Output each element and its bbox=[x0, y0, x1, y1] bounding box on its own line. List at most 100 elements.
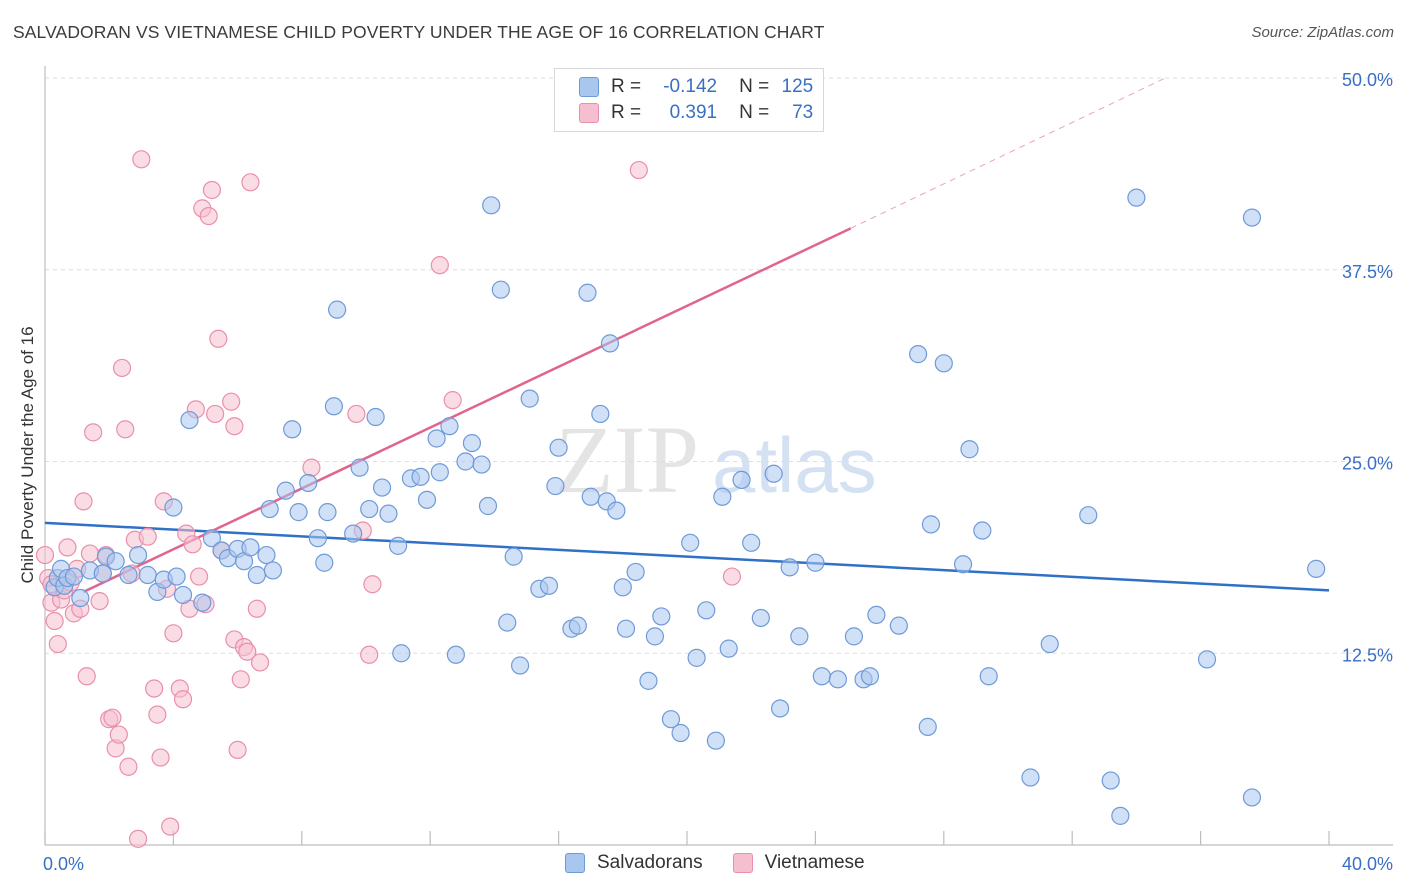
point-salvadoran bbox=[128, 545, 148, 565]
point-salvadoran bbox=[844, 627, 864, 646]
point-salvadoran bbox=[472, 455, 491, 474]
chart-source: Source: ZipAtlas.com bbox=[1251, 24, 1394, 41]
point-salvadoran bbox=[411, 467, 430, 486]
point-salvadoran bbox=[581, 487, 600, 506]
y-axis-label: Child Poverty Under the Age of 16 bbox=[18, 326, 37, 583]
point-salvadoran bbox=[751, 608, 770, 628]
point-vietnamese bbox=[116, 420, 135, 439]
point-salvadoran bbox=[867, 605, 886, 625]
point-salvadoran bbox=[482, 196, 501, 215]
point-salvadoran bbox=[315, 553, 334, 572]
point-salvadoran bbox=[478, 496, 498, 516]
legend-row-salvadorans: R = -0.142 N = 125 bbox=[579, 74, 813, 100]
point-salvadoran bbox=[909, 345, 928, 364]
point-salvadoran bbox=[308, 529, 327, 548]
point-vietnamese bbox=[145, 679, 164, 698]
trend-line-salvadorans bbox=[44, 521, 1330, 592]
point-salvadoran bbox=[732, 470, 751, 490]
point-salvadoran bbox=[652, 607, 671, 626]
point-vietnamese bbox=[430, 256, 449, 275]
point-salvadoran bbox=[164, 498, 183, 517]
point-vietnamese bbox=[164, 624, 183, 643]
point-salvadoran bbox=[498, 613, 517, 632]
swatch-vietnamese bbox=[732, 853, 753, 873]
point-salvadoran bbox=[671, 723, 690, 743]
point-salvadoran bbox=[167, 567, 186, 586]
point-salvadoran bbox=[860, 667, 880, 686]
point-salvadoran bbox=[645, 627, 665, 646]
series-legend: Salvadorans Vietnamese bbox=[565, 852, 895, 874]
point-vietnamese bbox=[151, 748, 170, 767]
point-salvadoran bbox=[918, 717, 937, 736]
point-vietnamese bbox=[206, 404, 225, 424]
point-vietnamese bbox=[119, 757, 138, 776]
series-legend-vietnamese[interactable]: Vietnamese bbox=[732, 852, 865, 874]
point-salvadoran bbox=[713, 487, 732, 506]
point-salvadoran bbox=[1127, 188, 1146, 207]
point-salvadoran bbox=[790, 627, 809, 646]
point-salvadoran bbox=[379, 504, 398, 523]
point-vietnamese bbox=[84, 423, 103, 442]
point-salvadoran bbox=[681, 533, 700, 552]
trend-line-vietnamese-extension bbox=[850, 77, 1166, 229]
point-salvadoran bbox=[616, 619, 636, 638]
point-vietnamese bbox=[347, 404, 366, 424]
point-salvadoran bbox=[193, 593, 212, 612]
point-salvadoran bbox=[607, 501, 626, 520]
point-salvadoran bbox=[119, 565, 138, 585]
point-vietnamese bbox=[112, 358, 132, 378]
legend-r-value: 0.391 bbox=[669, 102, 718, 123]
point-salvadoran bbox=[780, 558, 799, 577]
point-vietnamese bbox=[90, 591, 109, 611]
legend-n-value: 125 bbox=[781, 76, 814, 97]
point-vietnamese bbox=[302, 458, 321, 477]
watermark-atlas: atlas bbox=[712, 421, 877, 509]
legend-r-label: R = bbox=[611, 102, 642, 123]
point-salvadoran bbox=[106, 552, 125, 571]
point-vietnamese bbox=[443, 391, 462, 410]
series-label-vietnamese: Vietnamese bbox=[764, 852, 865, 873]
trend-lines bbox=[44, 77, 1330, 594]
point-salvadoran bbox=[1242, 208, 1262, 227]
point-vietnamese bbox=[228, 740, 247, 759]
point-vietnamese bbox=[58, 538, 77, 557]
point-salvadoran bbox=[392, 644, 411, 663]
point-vietnamese bbox=[183, 535, 202, 554]
series-label-salvadorans: Salvadorans bbox=[597, 852, 703, 873]
point-vietnamese bbox=[199, 206, 218, 226]
tick-labels: 12.5% 25.0% 37.5% 50.0% 0.0% 40.0% bbox=[43, 70, 1393, 874]
x-tick-label-max: 40.0% bbox=[1342, 854, 1393, 874]
point-salvadoran bbox=[173, 585, 193, 605]
legend-swatch-blue bbox=[579, 77, 599, 97]
point-vietnamese bbox=[103, 708, 122, 727]
point-salvadoran bbox=[1101, 771, 1120, 790]
point-vietnamese bbox=[45, 611, 64, 631]
point-salvadoran bbox=[504, 547, 523, 566]
point-salvadoran bbox=[247, 565, 266, 585]
series-legend-salvadorans[interactable]: Salvadorans bbox=[565, 852, 703, 874]
point-salvadoran bbox=[366, 407, 385, 427]
point-salvadoran bbox=[283, 420, 302, 439]
point-salvadoran bbox=[456, 452, 475, 471]
point-salvadoran bbox=[591, 404, 610, 424]
grid-lines bbox=[45, 77, 1393, 654]
point-salvadoran bbox=[427, 429, 446, 448]
point-vietnamese bbox=[161, 817, 180, 836]
point-salvadoran bbox=[520, 389, 539, 408]
point-salvadoran bbox=[260, 499, 279, 519]
point-salvadoran bbox=[742, 533, 761, 552]
point-salvadoran bbox=[960, 440, 979, 459]
point-vietnamese bbox=[238, 642, 257, 661]
point-vietnamese bbox=[138, 527, 157, 546]
point-salvadoran bbox=[934, 354, 953, 373]
point-vietnamese bbox=[247, 599, 266, 618]
point-vietnamese bbox=[225, 417, 244, 436]
point-salvadoran bbox=[350, 458, 369, 477]
point-salvadoran bbox=[360, 499, 379, 519]
point-salvadoran bbox=[257, 545, 276, 565]
y-tick-label: 50.0% bbox=[1342, 70, 1393, 90]
point-salvadoran bbox=[372, 478, 392, 497]
point-vietnamese bbox=[48, 634, 67, 654]
point-salvadoran bbox=[389, 536, 408, 555]
point-salvadoran bbox=[241, 538, 260, 557]
